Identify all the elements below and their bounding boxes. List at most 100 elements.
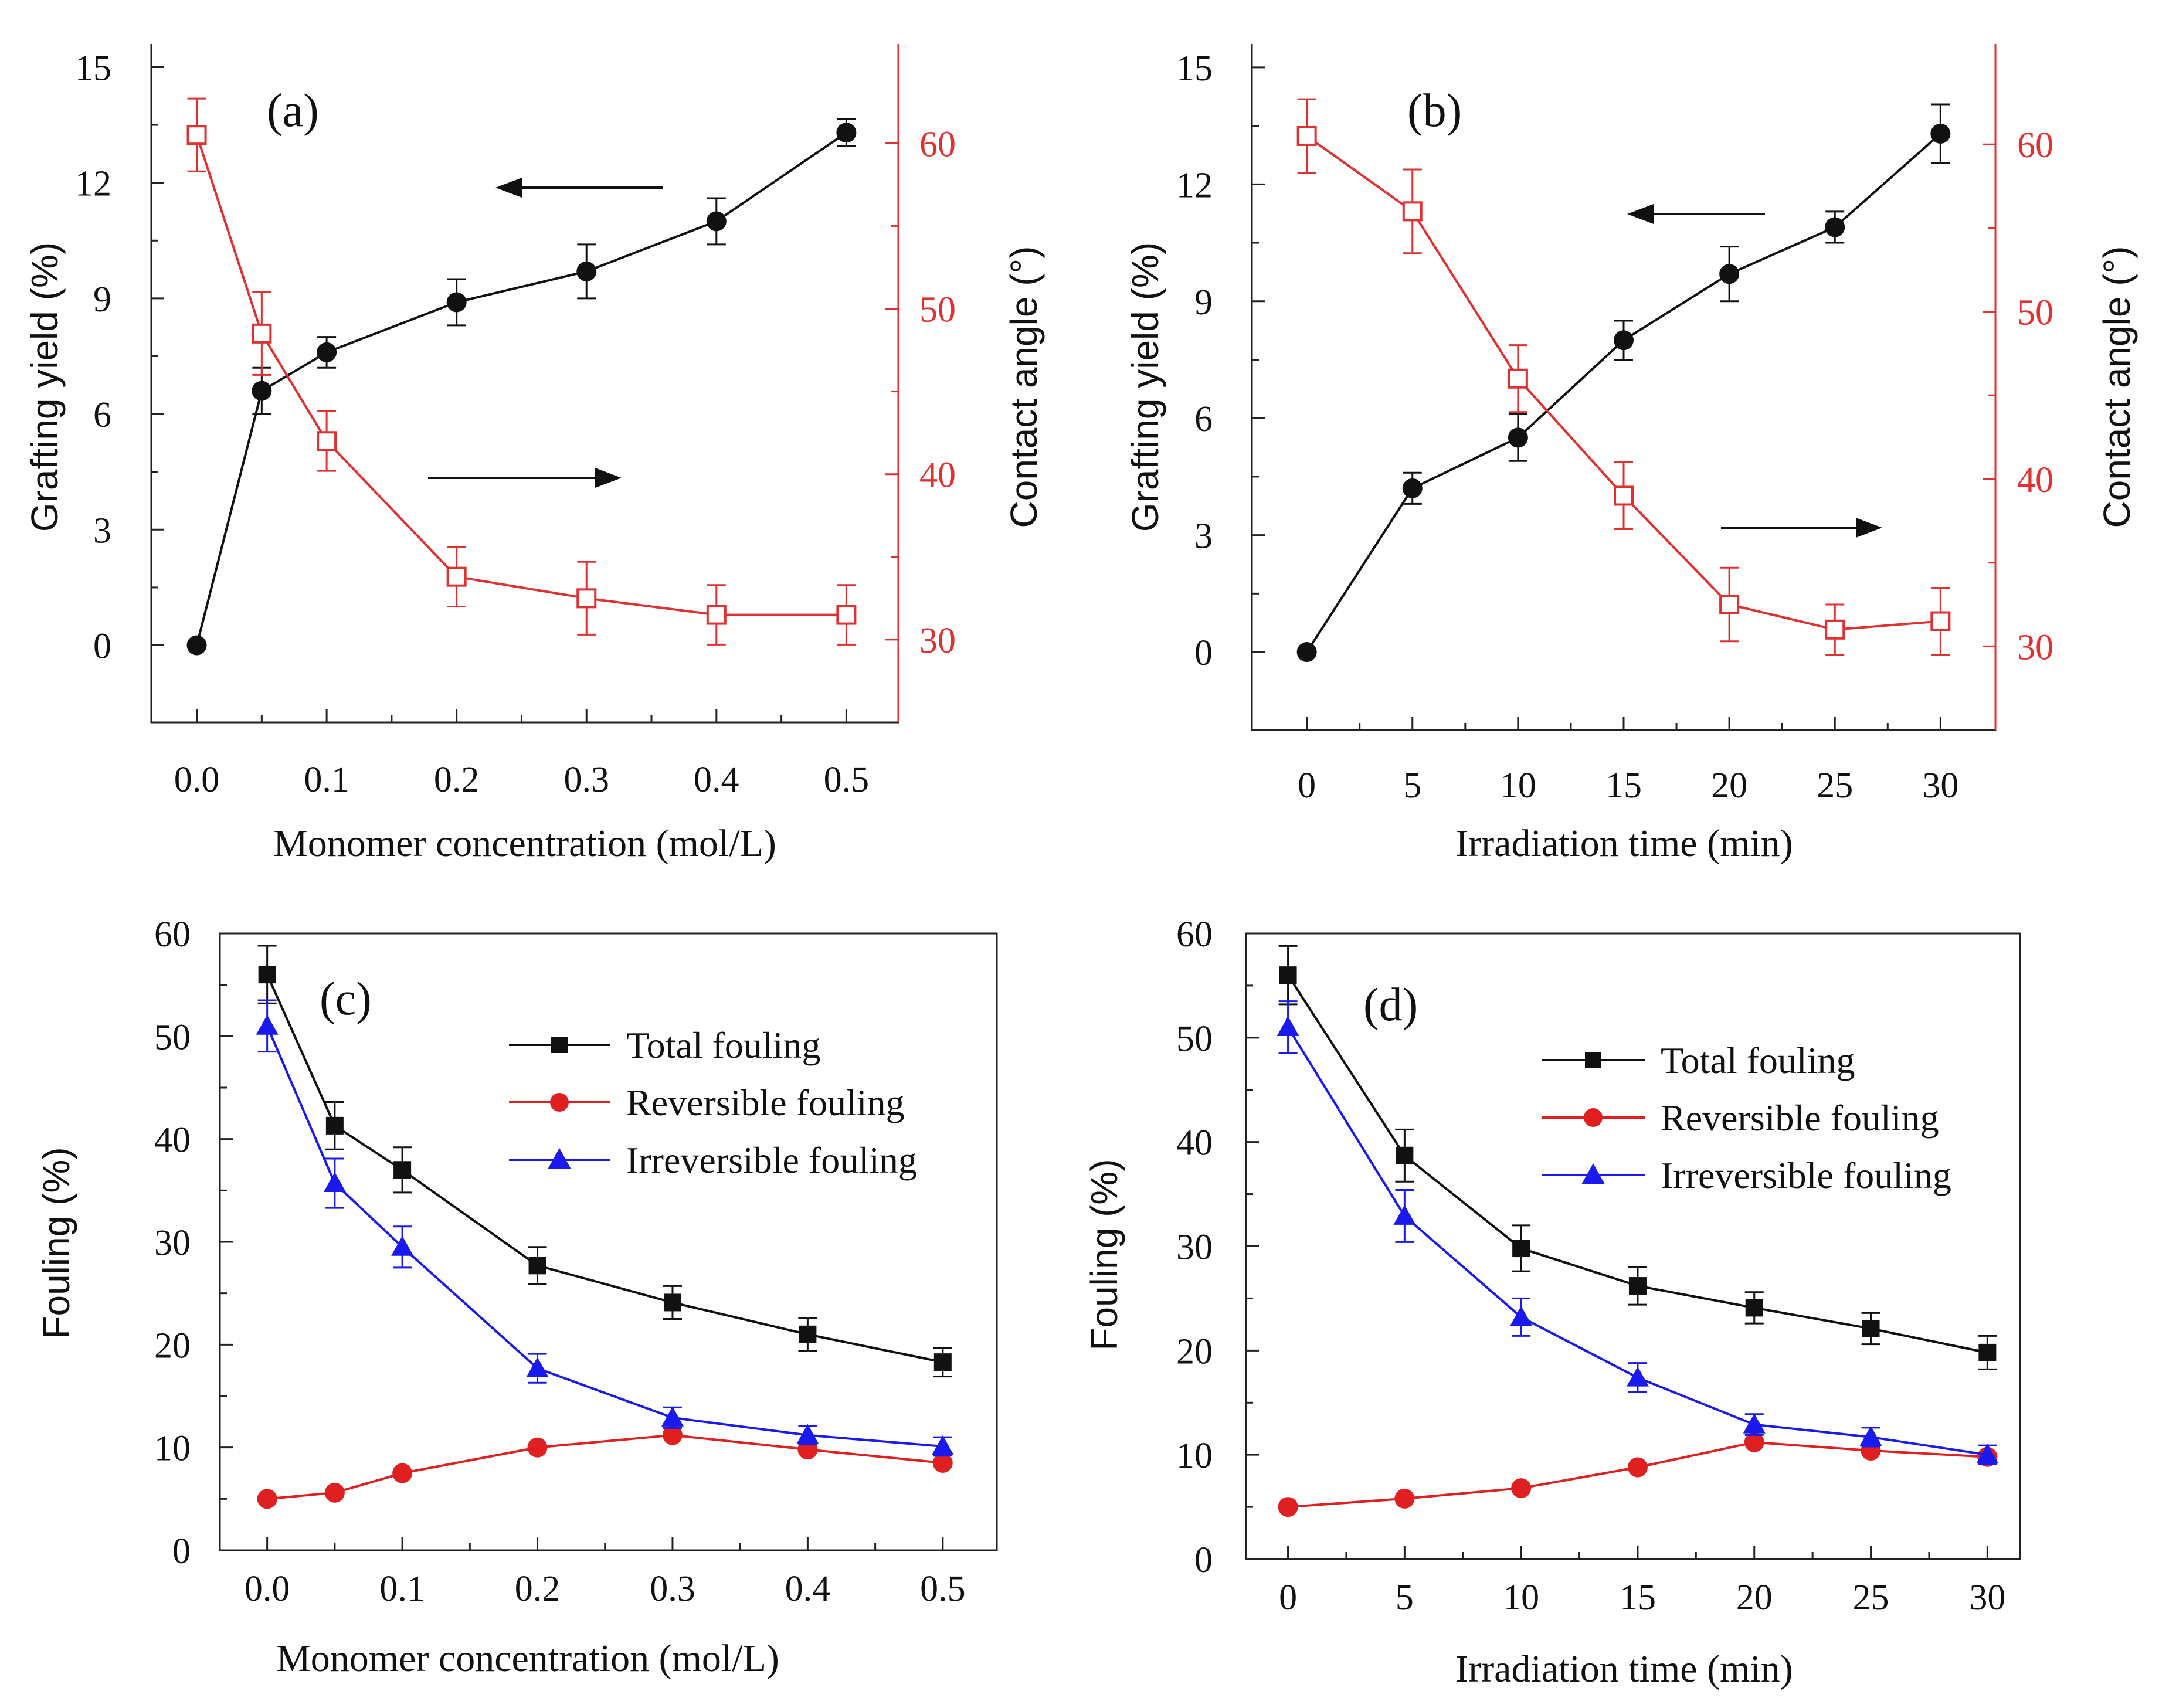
x-tick-label: 0.0	[174, 760, 220, 800]
x-tick-label: 10	[1503, 1578, 1539, 1618]
series-total-fouling	[1278, 945, 1997, 1370]
data-point	[258, 966, 276, 984]
legend-label-total: Total fouling	[1661, 1040, 1855, 1081]
data-point	[257, 1489, 277, 1509]
panel-d-legend: Total fouling Reversible fouling Irrever…	[1542, 1040, 1951, 1196]
x-tick-label: 15	[1620, 1578, 1656, 1618]
y-tick-label: 50	[154, 1017, 191, 1057]
panel-b-label: (b)	[1407, 85, 1462, 137]
legend-item-reversible: Reversible fouling	[1542, 1097, 1939, 1139]
data-point	[1512, 1240, 1530, 1258]
y2-tick-label: 30	[919, 621, 956, 661]
data-point	[931, 1435, 954, 1455]
panel-a-label: (a)	[267, 85, 319, 137]
y2-tick-label: 40	[2017, 460, 2053, 500]
series-total-fouling	[257, 945, 952, 1378]
data-point	[1402, 201, 1423, 222]
panel-b-y2-title: Contact angle (°)	[2096, 246, 2138, 528]
data-point	[662, 1425, 683, 1445]
data-point	[576, 261, 597, 281]
data-point	[576, 588, 597, 609]
data-point	[1862, 1319, 1880, 1337]
panel-b-y-title: Grafting yield (%)	[1124, 242, 1166, 532]
data-point	[1825, 619, 1845, 640]
panel-d-label: (d)	[1363, 979, 1418, 1031]
data-point	[1278, 1497, 1298, 1517]
series-grafting-yield	[186, 118, 857, 656]
data-point	[1626, 1366, 1649, 1387]
y-tick-label: 9	[93, 280, 111, 320]
x-tick-label: 30	[1969, 1578, 2005, 1618]
y-tick-label: 15	[75, 48, 111, 88]
data-point	[393, 1161, 412, 1179]
data-point	[1396, 1146, 1414, 1164]
y-tick-label: 10	[154, 1429, 191, 1469]
y-tick-label: 20	[154, 1326, 191, 1366]
data-point	[1394, 1488, 1415, 1509]
data-point	[1930, 123, 1951, 144]
y-tick-label: 15	[1176, 49, 1213, 89]
data-point	[1745, 1299, 1763, 1317]
legend-item-reversible: Reversible fouling	[509, 1082, 905, 1123]
series-contact-angle	[1296, 98, 1951, 656]
data-point	[1402, 478, 1423, 498]
y-tick-label: 3	[93, 511, 111, 551]
y2-tick-label: 50	[2017, 293, 2053, 333]
panel-c-label: (c)	[320, 973, 372, 1025]
panel-a-y2-title: Contact angle (°)	[1003, 246, 1045, 528]
y2-tick-label: 50	[919, 290, 956, 330]
y-tick-label: 9	[1194, 283, 1213, 322]
data-point	[317, 342, 337, 362]
panel-c-y-title: Fouling (%)	[35, 1147, 77, 1339]
data-point	[1614, 330, 1634, 351]
data-point	[1296, 642, 1317, 663]
data-point	[1279, 966, 1297, 984]
y-tick-label: 40	[154, 1120, 191, 1160]
data-point	[527, 1437, 548, 1458]
panel-a: (a) Monomer concentration (mol/L) Grafti…	[23, 44, 1045, 865]
panel-d-x-title: Irradiation time (min)	[1455, 1648, 1793, 1690]
data-point	[446, 566, 467, 587]
series-irreversible-fouling	[1277, 1000, 1999, 1465]
legend-item-total: Total fouling	[1542, 1040, 1855, 1081]
data-point	[325, 1116, 344, 1135]
y-tick-label: 12	[75, 164, 111, 204]
y-tick-label: 10	[1176, 1436, 1213, 1476]
data-point	[391, 1235, 414, 1256]
data-point	[1719, 594, 1740, 614]
panel-d-y-title: Fouling (%)	[1083, 1159, 1125, 1350]
legend-label-irreversible: Irreversible fouling	[1661, 1154, 1951, 1196]
panel-c: (c) Monomer concentration (mol/L) Foulin…	[35, 915, 998, 1680]
data-point	[706, 211, 727, 232]
series-reversible-fouling	[1278, 1432, 1998, 1517]
legend-label-reversible: Reversible fouling	[626, 1082, 905, 1123]
data-point	[1628, 1277, 1647, 1295]
x-tick-label: 20	[1736, 1578, 1773, 1618]
legend-item-total: Total fouling	[509, 1024, 820, 1066]
x-tick-label: 5	[1396, 1578, 1414, 1618]
y-tick-label: 0	[93, 627, 111, 667]
y-tick-label: 3	[1194, 517, 1213, 556]
y-tick-label: 40	[1176, 1123, 1213, 1163]
y-tick-label: 60	[1176, 915, 1213, 955]
data-point	[933, 1353, 952, 1371]
data-point	[836, 605, 857, 625]
panel-b-x-title: Irradiation time (min)	[1455, 822, 1793, 865]
data-point	[1978, 1343, 1997, 1361]
data-point	[252, 323, 272, 344]
panel-d: (d) Irradiation time (min) Fouling (%) T…	[1083, 915, 2021, 1690]
series-grafting-yield	[1296, 103, 1951, 663]
data-point	[256, 1014, 279, 1035]
x-tick-label: 25	[1853, 1578, 1889, 1618]
x-tick-label: 0.5	[920, 1569, 966, 1609]
panel-a-arrow-right	[428, 468, 622, 488]
data-point	[446, 292, 467, 313]
legend-label-reversible: Reversible fouling	[1661, 1097, 1939, 1139]
data-point	[1510, 1306, 1533, 1326]
panel-c-legend: Total fouling Reversible fouling Irrever…	[509, 1024, 917, 1181]
x-tick-label: 10	[1500, 766, 1536, 806]
data-point	[932, 1452, 953, 1473]
data-point	[1508, 427, 1528, 448]
data-point	[186, 635, 207, 656]
